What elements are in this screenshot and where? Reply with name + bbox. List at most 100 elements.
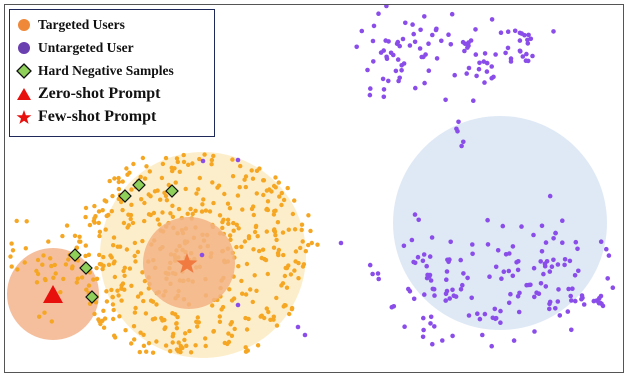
untargeted-user-point: [570, 286, 575, 292]
targeted-user-point: [221, 217, 226, 222]
targeted-user-point: [97, 229, 103, 234]
untargeted-user-point: [433, 27, 439, 33]
untargeted-user-point: [401, 61, 407, 66]
untargeted-user-point: [566, 286, 571, 292]
untargeted-user-point: [517, 48, 523, 54]
untargeted-user-point: [412, 260, 418, 266]
untargeted-user-point: [422, 14, 427, 19]
targeted-user-point: [290, 211, 296, 217]
targeted-user-point: [84, 287, 89, 292]
targeted-user-point: [112, 274, 118, 280]
targeted-user-point: [236, 226, 241, 231]
targeted-user-point: [239, 278, 244, 284]
targeted-user-point: [140, 238, 145, 244]
targeted-user-point: [119, 298, 124, 303]
targeted-user-point: [171, 331, 176, 337]
targeted-user-point: [61, 276, 66, 282]
untargeted-user-point: [421, 315, 426, 321]
untargeted-user-point: [448, 239, 454, 245]
targeted-user-point: [137, 349, 142, 355]
targeted-user-point: [24, 219, 29, 224]
targeted-user-point: [195, 315, 200, 320]
untargeted-user-point: [462, 48, 467, 54]
targeted-user-point: [110, 302, 116, 307]
untargeted-user-point: [507, 251, 512, 256]
targeted-user-point: [264, 188, 270, 193]
hard-negative-diamond: [79, 261, 93, 275]
untargeted-user-point: [466, 313, 472, 318]
targeted-user-point: [235, 193, 241, 198]
targeted-user-point: [23, 246, 28, 251]
targeted-user-point: [269, 189, 274, 194]
targeted-user-point: [135, 294, 141, 299]
targeted-user-point: [289, 307, 295, 312]
untargeted-user-point: [510, 244, 516, 249]
targeted-user-point: [113, 335, 118, 340]
targeted-user-point: [144, 164, 149, 169]
targeted-user-point: [315, 242, 320, 247]
targeted-user-point: [190, 161, 195, 166]
untargeted-user-point: [569, 298, 574, 303]
targeted-user-point: [253, 224, 259, 230]
targeted-user-point: [111, 316, 116, 322]
untargeted-user-point: [454, 126, 459, 132]
targeted-user-point: [227, 206, 233, 211]
targeted-user-point: [227, 233, 233, 238]
untargeted-user-point: [403, 20, 408, 26]
untargeted-user-point: [451, 293, 457, 299]
targeted-user-point: [69, 266, 75, 271]
untargeted-user-point: [470, 251, 475, 257]
targeted-user-point: [217, 319, 223, 324]
targeted-user-point: [119, 199, 124, 205]
untargeted-user-point: [498, 308, 503, 314]
targeted-user-point: [72, 233, 78, 238]
untargeted-user-point: [493, 316, 498, 322]
targeted-user-point: [234, 222, 239, 227]
targeted-user-point: [154, 339, 159, 344]
targeted-user-point: [142, 200, 147, 206]
targeted-user-point: [140, 270, 145, 275]
untargeted-user-point: [482, 51, 488, 56]
untargeted-user-point: [420, 334, 426, 340]
targeted-user-point: [43, 277, 48, 283]
untargeted-user-point: [557, 313, 563, 318]
targeted-user-point: [83, 214, 88, 220]
targeted-user-point: [98, 321, 103, 327]
targeted-user-point: [300, 264, 306, 269]
untargeted-user-point: [367, 92, 373, 98]
untargeted-user-point: [516, 309, 522, 315]
targeted-user-point: [174, 321, 179, 326]
untargeted-user-point: [447, 296, 453, 301]
untargeted-user-point: [598, 239, 604, 244]
untargeted-user-point: [480, 332, 485, 338]
untargeted-user-point: [551, 236, 556, 241]
targeted-user-point: [298, 245, 303, 251]
targeted-user-point: [91, 277, 96, 282]
targeted-user-point: [276, 180, 281, 185]
targeted-user-point: [94, 276, 100, 281]
targeted-user-point: [104, 289, 109, 294]
targeted-user-point: [271, 317, 276, 322]
untargeted-user-point: [531, 265, 537, 271]
untargeted-user-point: [430, 286, 436, 292]
targeted-user-point: [236, 264, 241, 269]
targeted-user-point: [58, 290, 63, 295]
untargeted-user-point: [573, 239, 579, 245]
targeted-user-point: [243, 315, 248, 321]
targeted-user-point: [142, 218, 147, 224]
untargeted-user-point: [471, 98, 476, 103]
targeted-user-point: [141, 343, 147, 348]
targeted-user-point: [264, 229, 269, 234]
untargeted-user-point: [399, 68, 404, 73]
targeted-user-point: [106, 262, 112, 267]
targeted-user-point: [8, 254, 13, 259]
targeted-user-point: [120, 281, 126, 286]
targeted-user-point: [151, 210, 157, 216]
targeted-user-point: [277, 194, 282, 199]
targeted-user-point: [92, 220, 97, 225]
targeted-user-point: [276, 247, 282, 253]
targeted-user-point: [101, 325, 107, 330]
targeted-user-point: [271, 245, 277, 250]
untargeted-user-point: [367, 262, 373, 268]
targeted-user-point: [144, 349, 149, 354]
